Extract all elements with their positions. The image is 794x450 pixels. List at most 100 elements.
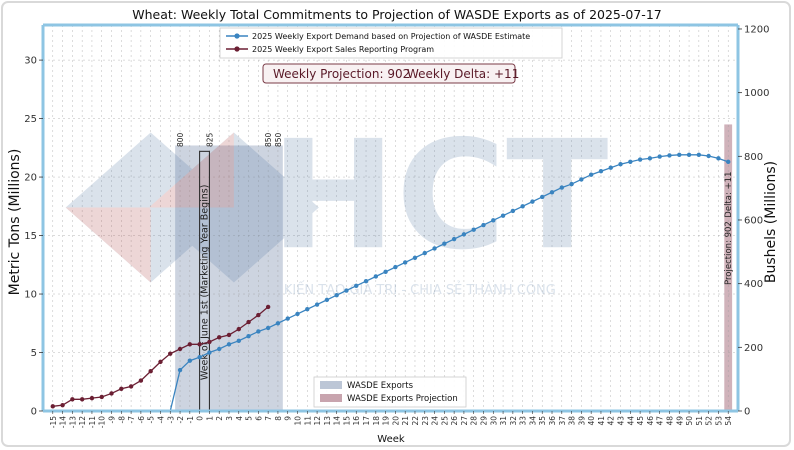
- data-point-demand: [726, 159, 731, 165]
- x-tick-label: 21: [401, 416, 410, 426]
- data-point-demand: [265, 325, 271, 331]
- x-tick-label: 41: [597, 416, 606, 426]
- data-point-sales: [265, 304, 271, 310]
- x-tick-label: -7: [127, 416, 136, 424]
- data-point-sales: [138, 378, 144, 383]
- x-tick-label: 18: [372, 416, 381, 426]
- data-point-demand: [363, 278, 369, 284]
- x-tick-label: 29: [479, 416, 488, 426]
- y-tick-label-left: 5: [31, 348, 37, 359]
- info-box: Weekly Projection: 902 Weekly Delta: +11: [262, 63, 519, 84]
- x-tick-label: 1: [205, 416, 214, 421]
- data-point-sales: [246, 319, 251, 325]
- x-tick-label: 47: [656, 416, 665, 426]
- y-tick-label-right: 200: [744, 343, 763, 354]
- grid-layer: [43, 25, 738, 412]
- watermark-text: HCT: [270, 109, 608, 283]
- data-point-demand: [451, 236, 457, 242]
- data-point-demand: [236, 338, 241, 344]
- x-tick-label: 8: [274, 416, 283, 421]
- x-tick-label: -1: [186, 416, 195, 424]
- x-tick-label: 22: [411, 416, 420, 426]
- data-point-demand: [383, 269, 388, 275]
- y-tick-label-right: 1000: [744, 88, 769, 99]
- x-tick-label: 36: [548, 416, 557, 426]
- legend-bottom: WASDE Exports WASDE Exports Projection: [313, 376, 467, 408]
- x-tick-label: 25: [440, 416, 449, 426]
- data-point-demand: [481, 222, 486, 228]
- delta-bar-label: Delta: +11: [724, 172, 734, 218]
- data-point-demand: [520, 204, 525, 209]
- x-tick-label: -5: [147, 416, 156, 424]
- x-tick-label: 15: [342, 416, 351, 426]
- x-tick-label: 27: [460, 416, 469, 426]
- y-tick-label-right: 600: [744, 215, 763, 226]
- y-axis-label-left: Metric Tons (Millions): [7, 149, 23, 296]
- x-tick-label: 4: [235, 416, 244, 421]
- x-tick-label: 37: [558, 416, 567, 426]
- data-point-sales: [99, 394, 104, 400]
- watermark-diamond-right: [148, 132, 319, 283]
- data-point-sales: [207, 339, 212, 345]
- data-point-demand: [471, 227, 476, 232]
- data-point-demand: [598, 169, 604, 174]
- x-tick-label: 16: [352, 416, 361, 426]
- x-tick-label: 14: [333, 416, 342, 426]
- data-point-demand: [696, 152, 702, 158]
- x-tick-label: 13: [323, 416, 332, 426]
- data-point-demand: [667, 153, 672, 158]
- data-point-demand: [608, 165, 613, 170]
- series-line-demand-start: [169, 369, 181, 412]
- legend-top: 2025 Weekly Export Demand based on Proje…: [219, 27, 563, 59]
- x-tick-label: -11: [88, 416, 97, 428]
- data-point-demand: [216, 346, 222, 352]
- x-tick-label: 7: [264, 416, 273, 421]
- data-point-sales: [177, 346, 183, 352]
- data-point-demand: [491, 218, 496, 223]
- data-point-demand: [207, 350, 212, 355]
- x-tick-label: 24: [431, 416, 440, 426]
- data-point-demand: [422, 250, 427, 256]
- data-point-demand: [618, 161, 623, 167]
- watermark-diamond-left-red: [65, 207, 151, 283]
- y-tick-label-left: 30: [24, 56, 37, 67]
- legend-item-sales: 2025 Weekly Export Sales Reporting Progr…: [252, 45, 434, 54]
- y-tick-label-right: 1200: [744, 24, 769, 35]
- x-tick-label: 30: [489, 416, 498, 426]
- weekly-projection-text: Weekly Projection: 902: [273, 67, 410, 81]
- x-tick-label: 26: [450, 416, 459, 426]
- x-tick-label: 0: [196, 416, 205, 421]
- x-tick-label: 39: [577, 416, 586, 426]
- data-point-sales: [148, 369, 153, 374]
- x-tick-label: -14: [59, 416, 68, 428]
- x-tick-label: 43: [617, 416, 626, 426]
- x-tick-label: -6: [137, 416, 146, 424]
- x-tick-label: 45: [636, 416, 645, 426]
- data-point-demand: [246, 333, 251, 339]
- data-point-sales: [109, 391, 114, 396]
- data-point-demand: [275, 321, 281, 326]
- x-tick-label: 44: [626, 416, 635, 426]
- y-axis-label-right: Bushels (Millions): [763, 161, 779, 283]
- data-point-sales: [216, 335, 222, 340]
- week-one-label: Week of June 1st (Marketing Year Begins): [200, 185, 211, 381]
- y-tick-label-right: 800: [744, 152, 763, 163]
- data-point-demand: [569, 181, 574, 187]
- data-point-sales: [70, 397, 75, 402]
- x-tick-label: 31: [499, 416, 508, 426]
- x-axis-label: Week: [377, 434, 405, 445]
- data-point-sales: [89, 395, 95, 401]
- x-tick-label: 10: [294, 416, 303, 426]
- x-tick-label: 48: [665, 416, 674, 426]
- bar-value-label: 850: [264, 132, 273, 147]
- data-point-demand: [285, 316, 290, 321]
- data-point-demand: [256, 329, 261, 334]
- series-layer: [50, 152, 731, 412]
- data-point-demand: [461, 232, 467, 237]
- bar-value-label: 850: [274, 132, 283, 147]
- data-point-demand: [647, 156, 653, 161]
- watermark-diamond-right-red: [148, 132, 234, 208]
- x-tick-label: -9: [108, 416, 117, 424]
- data-point-demand: [226, 342, 232, 347]
- data-point-demand: [344, 288, 349, 293]
